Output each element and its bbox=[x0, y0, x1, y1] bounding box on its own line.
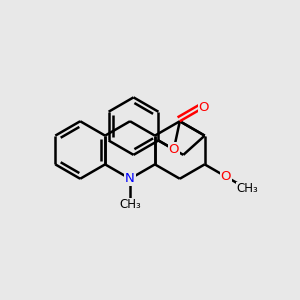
Text: O: O bbox=[169, 143, 179, 156]
Text: O: O bbox=[198, 101, 209, 114]
Text: N: N bbox=[125, 172, 135, 185]
Text: O: O bbox=[220, 170, 231, 183]
Text: CH₃: CH₃ bbox=[119, 198, 141, 211]
Text: CH₃: CH₃ bbox=[236, 182, 258, 195]
